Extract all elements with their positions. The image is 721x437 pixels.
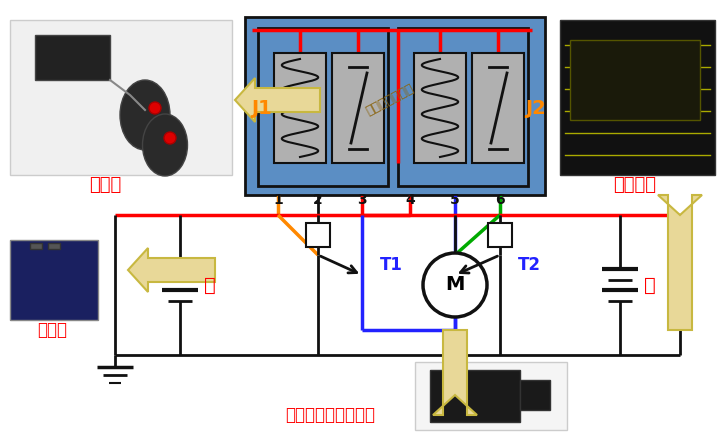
Text: 闭锁器（门锁电机）: 闭锁器（门锁电机） bbox=[285, 406, 375, 424]
Bar bbox=[30, 243, 42, 249]
Polygon shape bbox=[433, 330, 477, 415]
Text: M: M bbox=[446, 275, 465, 295]
Bar bbox=[48, 243, 60, 249]
Bar bbox=[35, 35, 110, 80]
Text: J2: J2 bbox=[526, 98, 547, 118]
Bar bbox=[560, 20, 715, 175]
Bar bbox=[306, 223, 330, 247]
Text: 5: 5 bbox=[450, 193, 460, 207]
Text: J1: J1 bbox=[252, 98, 273, 118]
Bar bbox=[10, 20, 232, 175]
Bar bbox=[274, 53, 326, 163]
Circle shape bbox=[164, 132, 176, 144]
Text: 开: 开 bbox=[204, 275, 216, 295]
Ellipse shape bbox=[120, 80, 170, 150]
Ellipse shape bbox=[143, 114, 187, 176]
Polygon shape bbox=[128, 248, 215, 292]
Bar bbox=[430, 370, 520, 422]
Bar bbox=[415, 362, 567, 430]
Text: T2: T2 bbox=[518, 256, 541, 274]
Bar bbox=[520, 380, 550, 410]
Text: 6: 6 bbox=[495, 193, 505, 207]
Bar bbox=[488, 223, 512, 247]
Text: 车博士电路培训: 车博士电路培训 bbox=[364, 82, 416, 118]
Text: 2: 2 bbox=[313, 193, 323, 207]
Bar bbox=[245, 17, 545, 195]
Text: 3: 3 bbox=[357, 193, 367, 207]
Bar bbox=[570, 40, 700, 120]
Text: 蓄电池: 蓄电池 bbox=[37, 321, 67, 339]
Text: 锁: 锁 bbox=[644, 275, 656, 295]
Polygon shape bbox=[235, 78, 320, 122]
Bar bbox=[472, 53, 524, 163]
Text: T1: T1 bbox=[380, 256, 403, 274]
Bar bbox=[414, 53, 466, 163]
Bar bbox=[398, 28, 528, 186]
Text: 4: 4 bbox=[405, 193, 415, 207]
Text: 门锁开关: 门锁开关 bbox=[614, 176, 657, 194]
Bar bbox=[10, 240, 98, 320]
Bar bbox=[332, 53, 384, 163]
Text: 1: 1 bbox=[273, 193, 283, 207]
Polygon shape bbox=[658, 195, 702, 330]
Circle shape bbox=[149, 102, 161, 114]
Circle shape bbox=[423, 253, 487, 317]
Bar bbox=[258, 28, 388, 186]
Text: 中控盒: 中控盒 bbox=[89, 176, 121, 194]
